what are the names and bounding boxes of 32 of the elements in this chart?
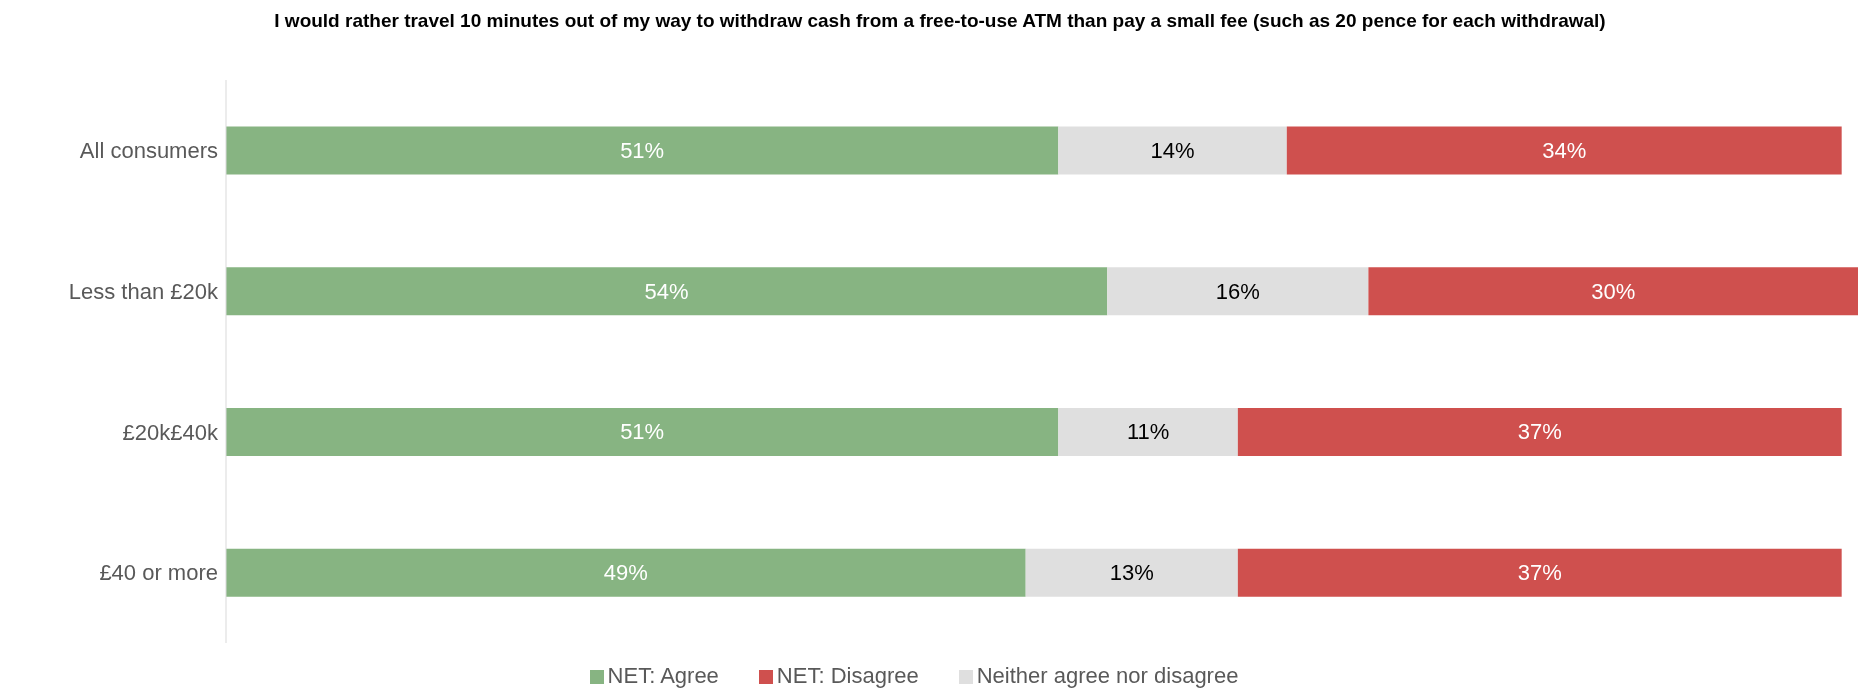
bar <box>226 267 1108 316</box>
data-label: 49% <box>603 560 648 586</box>
y-tick-label: £40 or more <box>99 560 218 586</box>
bar <box>1107 267 1369 316</box>
bar <box>1286 126 1842 175</box>
data-label: 11% <box>1126 419 1170 445</box>
data-label: 30% <box>1591 278 1636 304</box>
y-tick-label: All consumers <box>79 138 218 164</box>
bar <box>1237 548 1842 597</box>
bar <box>226 126 1059 175</box>
data-label: 13% <box>1109 560 1154 586</box>
data-label: 34% <box>1542 137 1587 163</box>
data-label: 37% <box>1517 560 1562 586</box>
bar <box>1058 126 1287 175</box>
legend-label: Neither agree nor disagree <box>976 663 1239 688</box>
bar <box>1058 407 1238 456</box>
chart-title: I would rather travel 10 minutes out of my way to withdraw cash from a free-to-use ATM than pay a small fee (such as 20 pence for each withdrawal) <box>273 9 1607 33</box>
legend-label: NET: Agree <box>607 663 719 688</box>
bar <box>1368 267 1858 316</box>
bar <box>1237 407 1842 456</box>
bar <box>226 548 1026 597</box>
bar <box>226 407 1059 456</box>
y-tick-label: £20k£40k <box>122 419 219 445</box>
data-label: 37% <box>1517 419 1562 445</box>
data-label: 54% <box>644 278 689 304</box>
data-label: 14% <box>1150 137 1195 163</box>
data-label: 16% <box>1215 278 1260 304</box>
legend-label: NET: Disagree <box>776 663 919 688</box>
bar <box>1025 548 1238 597</box>
data-label: 51% <box>620 419 665 445</box>
data-label: 51% <box>620 137 665 163</box>
y-tick-label: Less than £20k <box>68 278 219 304</box>
